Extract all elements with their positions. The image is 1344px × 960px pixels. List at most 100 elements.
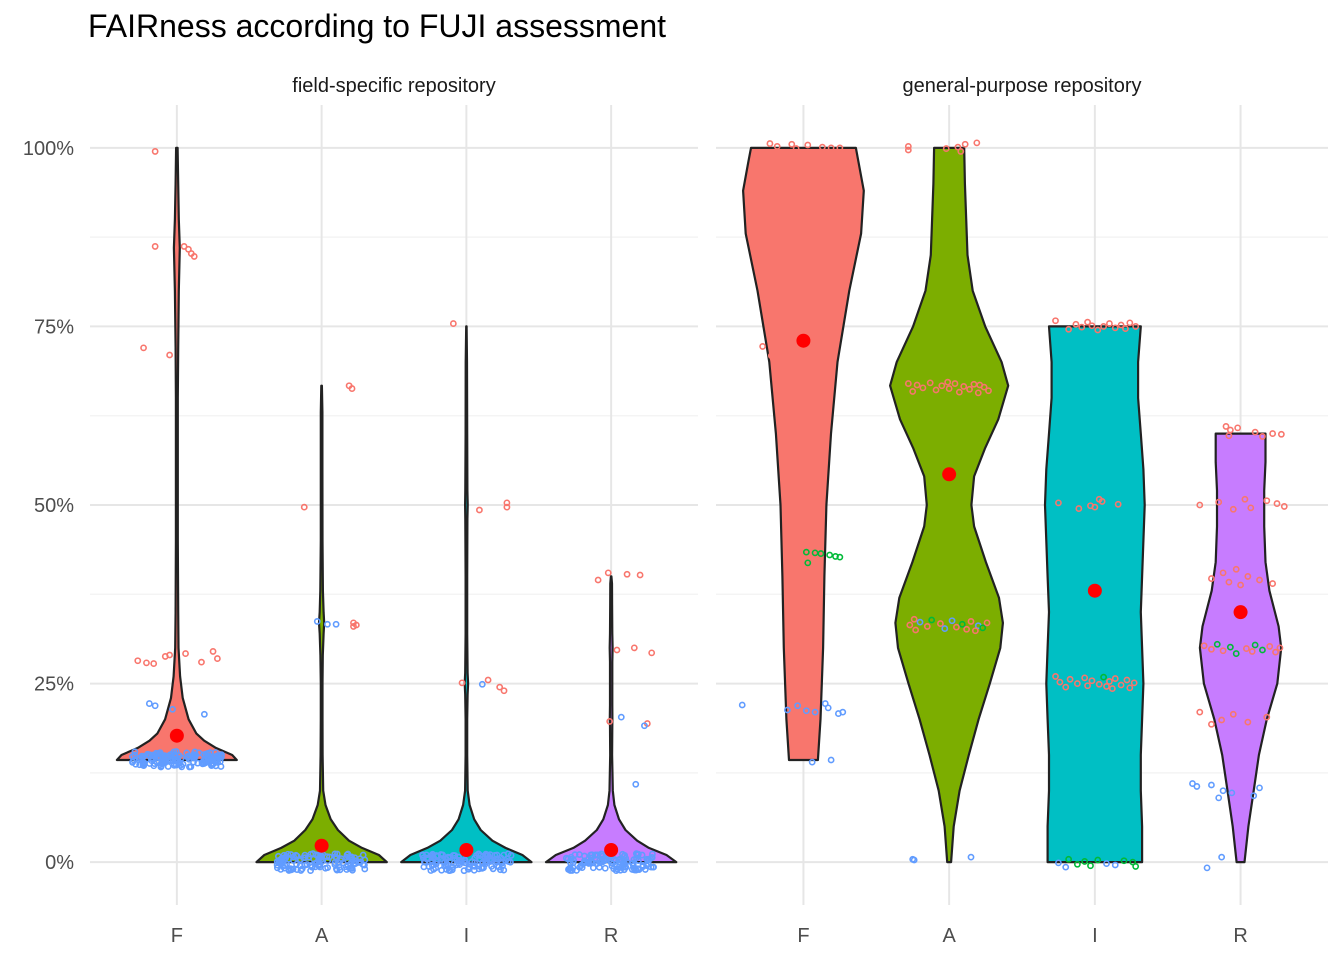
data-point <box>985 387 992 395</box>
data-point <box>1065 855 1073 863</box>
data-point <box>1094 326 1102 334</box>
data-point <box>148 751 156 759</box>
data-point <box>979 624 987 632</box>
data-point <box>1259 433 1266 440</box>
data-point <box>759 343 767 350</box>
data-point <box>1259 646 1266 654</box>
data-point <box>190 253 198 260</box>
data-point <box>928 616 936 624</box>
data-point <box>942 145 950 152</box>
data-point <box>169 705 176 713</box>
data-point <box>301 851 309 859</box>
data-point <box>151 243 159 250</box>
data-point <box>1208 781 1215 789</box>
violin-a <box>889 146 1010 864</box>
data-point <box>138 754 146 762</box>
data-point <box>824 704 832 712</box>
data-point <box>451 852 459 859</box>
x-tick-label: F <box>171 925 183 947</box>
data-point <box>622 854 630 862</box>
data-point <box>1055 499 1062 507</box>
data-point <box>594 576 602 584</box>
data-point <box>455 853 462 861</box>
data-point <box>1237 581 1244 589</box>
data-point <box>1277 430 1285 438</box>
data-point <box>1208 720 1215 728</box>
data-point <box>308 863 316 871</box>
data-point <box>427 867 435 874</box>
data-point <box>1073 680 1081 687</box>
data-point <box>1087 862 1094 870</box>
data-point <box>1193 783 1201 790</box>
data-point <box>324 857 332 864</box>
data-point <box>333 854 340 862</box>
data-point <box>171 757 178 765</box>
data-point <box>503 499 511 507</box>
data-point <box>967 618 975 625</box>
data-point <box>1228 789 1236 797</box>
violin-f <box>742 146 865 762</box>
data-point <box>638 851 646 859</box>
data-point <box>1072 320 1080 328</box>
data-point <box>635 866 643 873</box>
data-point <box>493 858 501 866</box>
data-point <box>1055 859 1062 867</box>
data-point <box>324 620 331 628</box>
data-point <box>442 861 450 869</box>
data-point <box>131 748 139 756</box>
mean-point <box>459 843 474 857</box>
data-point <box>1111 675 1119 682</box>
violin-r <box>1198 432 1283 864</box>
data-point <box>766 140 774 147</box>
data-point <box>480 864 487 872</box>
data-point <box>132 760 140 768</box>
data-point <box>792 145 800 152</box>
data-point <box>500 687 508 695</box>
data-point <box>1117 321 1125 329</box>
data-point <box>595 863 603 871</box>
data-point <box>156 754 164 762</box>
data-point <box>913 381 921 389</box>
data-point <box>346 864 354 872</box>
data-point <box>1122 325 1129 332</box>
data-point <box>617 713 625 721</box>
data-point <box>1065 325 1073 333</box>
data-point <box>1111 324 1119 332</box>
data-point <box>1213 640 1221 648</box>
data-point <box>1250 792 1258 800</box>
data-point <box>1244 718 1252 726</box>
data-point <box>471 859 479 867</box>
data-point <box>1226 643 1234 651</box>
data-point <box>904 146 912 154</box>
facet-label: general-purpose repository <box>902 75 1141 97</box>
chart-title: FAIRness according to FUJI assessment <box>88 8 666 44</box>
data-point <box>966 385 973 393</box>
data-point <box>1269 580 1277 587</box>
data-point <box>1126 684 1134 692</box>
data-point <box>282 854 290 862</box>
data-point <box>1241 495 1249 503</box>
data-point <box>482 857 490 865</box>
data-point <box>802 707 810 715</box>
data-point <box>1218 716 1226 724</box>
data-point <box>1056 678 1064 686</box>
data-point <box>332 865 340 873</box>
mean-point <box>942 467 957 482</box>
data-point <box>923 623 931 630</box>
data-point <box>350 623 357 630</box>
data-point <box>166 351 174 359</box>
mean-point <box>796 333 811 348</box>
violin-a <box>255 384 388 864</box>
data-point <box>184 753 192 761</box>
data-point <box>1196 501 1204 509</box>
data-point <box>300 503 308 511</box>
data-point <box>1091 503 1099 511</box>
data-point <box>1280 503 1288 510</box>
data-point <box>976 381 984 389</box>
data-point <box>348 385 356 392</box>
y-tick-label: 25% <box>34 674 74 696</box>
data-point <box>1114 500 1122 508</box>
data-point <box>146 760 154 767</box>
x-tick-label: F <box>797 925 809 947</box>
data-point <box>1088 322 1096 330</box>
